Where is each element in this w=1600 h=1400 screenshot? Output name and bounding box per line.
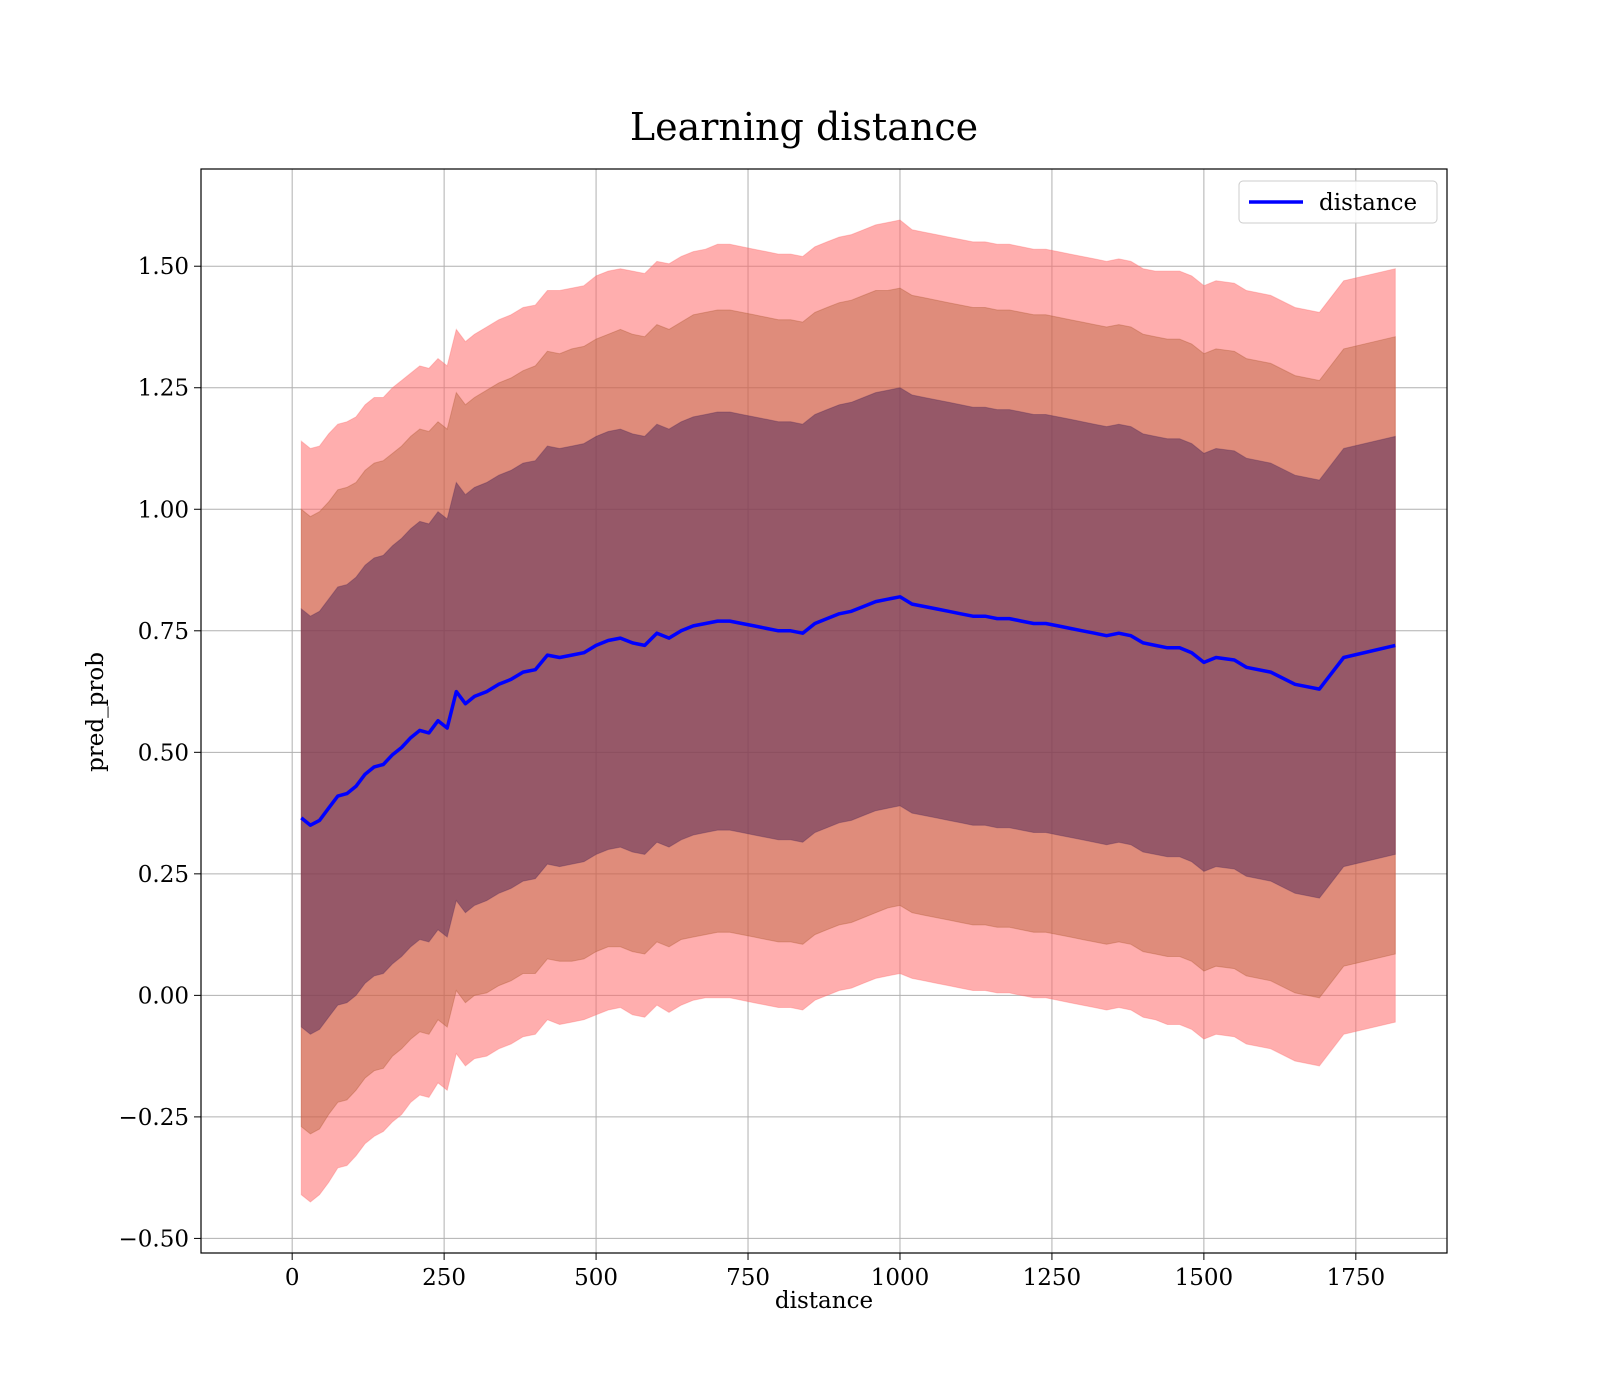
x-axis-ticks: 0 250 500 750 1000 1250 1500 1750 — [285, 1253, 1385, 1291]
x-axis-label: distance — [775, 1288, 873, 1314]
y-tick-label: 1.00 — [138, 497, 189, 523]
legend-box — [1238, 180, 1438, 224]
band-inner — [300, 387, 1396, 1035]
y-tick-label: −0.50 — [119, 1226, 189, 1252]
chart-title: Learning distance — [630, 105, 978, 149]
y-tick-label: 0.00 — [138, 983, 189, 1009]
series-line-distance — [300, 595, 1396, 827]
legend-label: distance — [1319, 190, 1417, 216]
y-tick-label: 1.50 — [138, 254, 189, 280]
y-axis-ticks: −0.50 −0.25 0.00 0.25 0.50 0.75 1.00 1.25 1.50 — [119, 254, 201, 1252]
x-tick-label: 1750 — [1327, 1265, 1386, 1291]
y-tick-label: 1.25 — [138, 376, 189, 402]
y-tick-label: 0.25 — [138, 862, 189, 888]
x-tick-label: 750 — [726, 1265, 770, 1291]
x-tick-label: 250 — [422, 1265, 466, 1291]
y-tick-label: 0.50 — [138, 740, 189, 766]
y-tick-label: 0.75 — [138, 619, 189, 645]
plot-frame — [200, 168, 1448, 1254]
x-tick-label: 0 — [285, 1265, 300, 1291]
series-lines — [300, 595, 1396, 827]
y-tick-label: −0.25 — [119, 1105, 189, 1131]
confidence-bands — [300, 219, 1396, 1203]
y-axis-label: pred_prob — [83, 652, 109, 772]
x-tick-label: 500 — [574, 1265, 618, 1291]
x-tick-label: 1000 — [871, 1265, 930, 1291]
legend: distance — [1238, 180, 1438, 224]
x-tick-label: 1500 — [1175, 1265, 1234, 1291]
x-tick-label: 1250 — [1023, 1265, 1082, 1291]
